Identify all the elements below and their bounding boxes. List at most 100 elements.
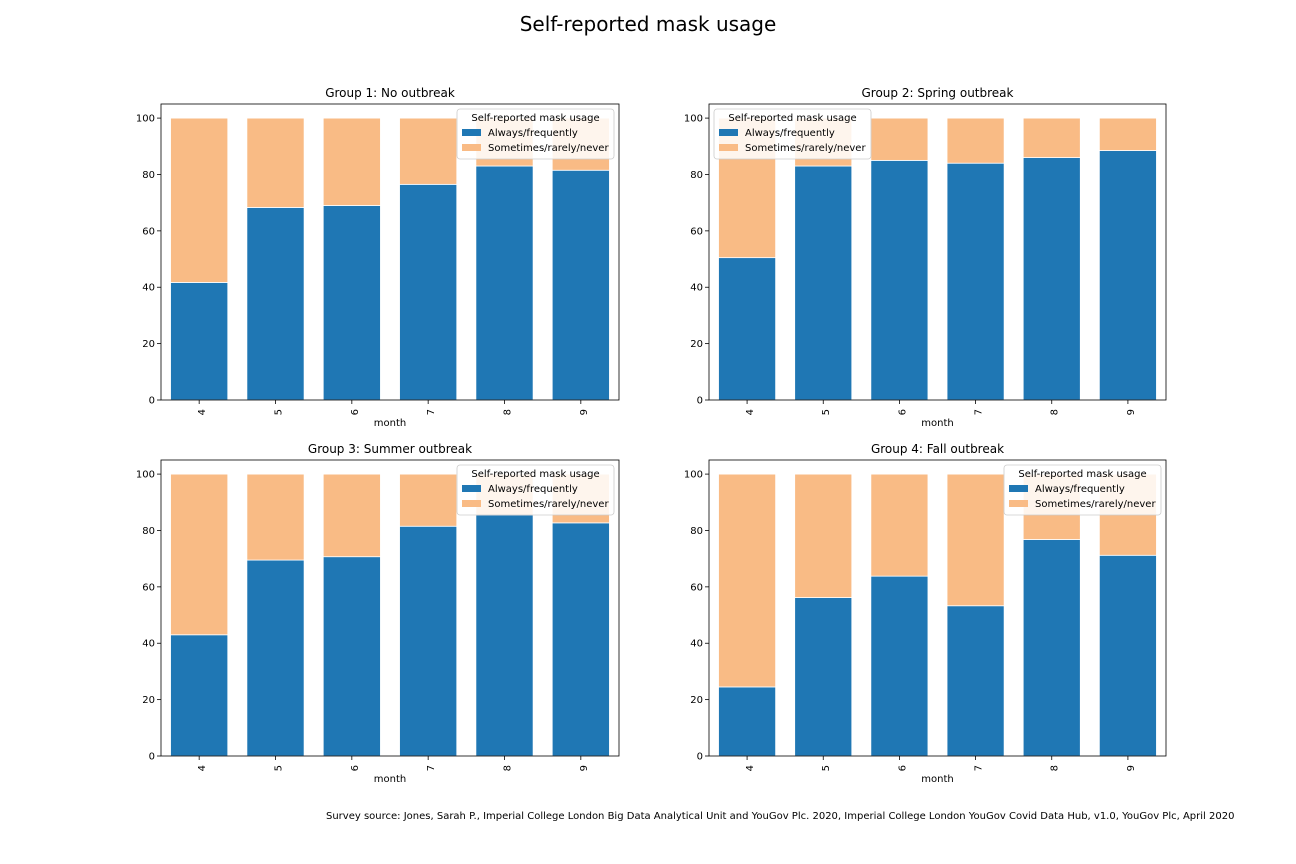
bar-sometimes-m5 [794, 473, 853, 598]
x-tick-label: 4 [745, 765, 756, 771]
x-tick-label: 7 [426, 765, 437, 771]
x-tick-label: 8 [502, 765, 513, 771]
bar-always-m7 [399, 525, 458, 757]
y-tick-label: 40 [690, 639, 703, 650]
y-tick-label: 80 [142, 170, 155, 181]
legend-swatch-sometimes [462, 500, 481, 507]
chart-panel-4: 4 5 6 7 8 9 0 20 40 60 80 100 Group 4: Fall outbreak… [684, 442, 1167, 785]
x-axis-label: month [374, 774, 406, 785]
bar-sometimes-m7 [946, 473, 1005, 607]
chart-title: Group 2: Spring outbreak [861, 86, 1013, 100]
bar-always-m4 [718, 686, 777, 757]
y-tick-label: 40 [142, 283, 155, 294]
axes-frame [708, 459, 1167, 757]
axes-frame [708, 103, 1167, 401]
legend-label: Sometimes/rarely/never [488, 499, 609, 510]
x-tick-label: 4 [745, 409, 756, 415]
bar-always-m4 [170, 634, 229, 757]
figure-title: Self-reported mask usage [519, 12, 777, 36]
legend-label: Sometimes/rarely/never [745, 143, 866, 154]
y-tick-label: 0 [149, 752, 155, 763]
y-tick-label: 20 [690, 695, 703, 706]
legend-box [1003, 464, 1162, 516]
bar-sometimes-m4 [718, 473, 777, 688]
bar-always-m6 [322, 205, 381, 401]
bar-always-m7 [399, 183, 458, 401]
legend-swatch-always [462, 129, 481, 136]
bar-always-m5 [246, 207, 305, 401]
legend-label: Sometimes/rarely/never [1035, 499, 1156, 510]
bar-always-m8 [475, 514, 534, 757]
legend-box [456, 464, 615, 516]
bar-sometimes-m6 [322, 473, 381, 558]
x-axis-label: month [921, 418, 953, 429]
y-tick-label: 100 [136, 114, 155, 125]
bar-sometimes-m5 [246, 473, 305, 561]
y-tick-label: 60 [142, 582, 155, 593]
chart-title: Group 4: Fall outbreak [871, 442, 1004, 456]
x-tick-label: 9 [579, 765, 590, 771]
chart-title: Group 3: Summer outbreak [308, 442, 472, 456]
y-tick-label: 80 [142, 526, 155, 537]
bar-sometimes-m7 [946, 117, 1005, 164]
legend-swatch-sometimes [462, 144, 481, 151]
x-tick-label: 9 [1126, 765, 1137, 771]
bar-always-m5 [246, 559, 305, 757]
x-tick-label: 8 [1050, 765, 1061, 771]
y-tick-label: 60 [690, 226, 703, 237]
y-tick-label: 20 [142, 339, 155, 350]
legend-label: Always/frequently [488, 484, 578, 495]
x-axis-label: month [921, 774, 953, 785]
bar-always-m9 [551, 169, 610, 401]
y-tick-label: 80 [690, 526, 703, 537]
y-tick-label: 0 [697, 752, 703, 763]
bar-always-m9 [551, 522, 610, 757]
bar-sometimes-m8 [1022, 117, 1081, 158]
bar-always-m5 [794, 597, 853, 757]
bar-always-m5 [794, 165, 853, 401]
x-tick-label: 4 [197, 765, 208, 771]
legend-label: Always/frequently [1035, 484, 1125, 495]
x-tick-label: 6 [350, 765, 361, 771]
x-tick-label: 6 [350, 409, 361, 415]
bar-always-m9 [1098, 554, 1157, 757]
legend: Self-reported mask usage Always/frequentl… [456, 464, 615, 516]
y-tick-label: 80 [690, 170, 703, 181]
bar-always-m8 [475, 165, 534, 401]
legend-swatch-always [462, 485, 481, 492]
bar-sometimes-m4 [170, 117, 229, 283]
y-tick-label: 100 [684, 470, 703, 481]
x-tick-label: 9 [579, 409, 590, 415]
y-tick-label: 100 [684, 114, 703, 125]
x-tick-label: 6 [897, 765, 908, 771]
y-tick-label: 40 [142, 639, 155, 650]
legend-swatch-always [1009, 485, 1028, 492]
legend-title: Self-reported mask usage [728, 113, 856, 124]
bar-sometimes-m9 [1098, 117, 1157, 151]
x-tick-label: 9 [1126, 409, 1137, 415]
y-tick-label: 100 [136, 470, 155, 481]
y-tick-label: 40 [690, 283, 703, 294]
legend: Self-reported mask usage Always/frequentl… [713, 108, 872, 160]
bar-always-m6 [870, 575, 929, 757]
axes-frame [160, 103, 620, 401]
x-tick-label: 7 [974, 409, 985, 415]
chart-panel-1: 4 5 6 7 8 9 0 20 40 60 80 100 Group 1: No outbreak mo… [136, 86, 620, 429]
legend-swatch-sometimes [1009, 500, 1028, 507]
y-tick-label: 60 [142, 226, 155, 237]
bar-always-m4 [170, 282, 229, 401]
legend: Self-reported mask usage Always/frequentl… [456, 108, 615, 160]
bar-always-m8 [1022, 539, 1081, 757]
legend-label: Sometimes/rarely/never [488, 143, 609, 154]
bar-always-m8 [1022, 157, 1081, 401]
y-tick-label: 60 [690, 582, 703, 593]
bar-sometimes-m7 [399, 117, 458, 185]
x-tick-label: 4 [197, 409, 208, 415]
bar-always-m4 [718, 257, 777, 401]
x-tick-label: 7 [426, 409, 437, 415]
chart-panel-3: 4 5 6 7 8 9 0 20 40 60 80 100 Group 3: Summer outbre… [136, 442, 620, 785]
bar-sometimes-m4 [170, 473, 229, 636]
legend-box [456, 108, 615, 160]
x-tick-label: 5 [821, 409, 832, 415]
x-tick-label: 5 [821, 765, 832, 771]
